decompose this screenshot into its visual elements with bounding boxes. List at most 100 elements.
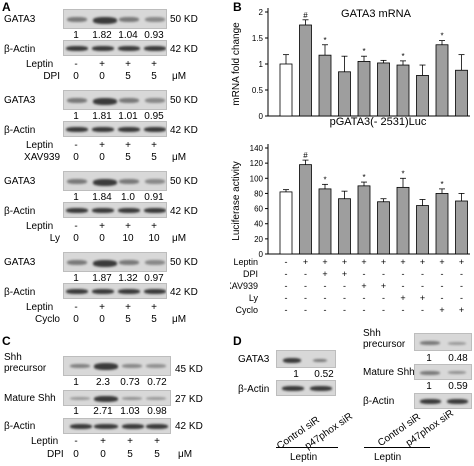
b-table-sign-1-3: + xyxy=(322,269,327,279)
b-table-sign-3-7: + xyxy=(400,293,405,303)
a3-dose-4: 5 xyxy=(151,314,157,325)
a2-dose-3: 10 xyxy=(122,233,134,244)
a3-gata3-label: GATA3 xyxy=(4,257,36,268)
b1-ytick-label-4: 80 xyxy=(254,189,263,198)
a0-value-1: 1 xyxy=(73,30,79,41)
b-table-sign-1-8: - xyxy=(421,269,424,279)
b0-title: GATA3 mRNA xyxy=(341,8,412,20)
b-table-sign-3-6: - xyxy=(382,293,385,303)
c-mature-value-4: 0.98 xyxy=(147,406,167,417)
b0-ytick-label-1: 0.5 xyxy=(252,86,264,95)
b0-ytick-label-3: 1.5 xyxy=(252,34,264,43)
b1-annotation-7: * xyxy=(401,169,404,178)
b1-bar-9 xyxy=(435,193,449,255)
a0-value-4: 0.93 xyxy=(144,30,164,41)
b-table-sign-3-10: - xyxy=(460,293,463,303)
b-table-sign-3-5: - xyxy=(363,293,366,303)
b-table-sign-0-9: + xyxy=(439,257,444,267)
a1-value-3: 1.01 xyxy=(118,111,138,122)
a0-dose-3: 5 xyxy=(125,71,131,82)
b-table-sign-1-2: - xyxy=(304,269,307,279)
a1-leptin-sign-3: + xyxy=(125,140,131,151)
panel-b-letter: B xyxy=(233,0,242,14)
a0-leptin-sign-2: + xyxy=(99,59,105,70)
a0-gata3-label: GATA3 xyxy=(4,14,36,25)
mature-shh-label: Mature Shh xyxy=(4,393,56,404)
b-table-sign-4-9: + xyxy=(439,305,444,315)
b-table-sign-0-8: + xyxy=(420,257,425,267)
d-bactin-blot-right xyxy=(414,393,472,409)
c-mature-value-1: 1 xyxy=(73,406,79,417)
d-bactin-blot xyxy=(276,380,336,396)
a0-dose-4: 5 xyxy=(151,71,157,82)
b-table-sign-4-7: - xyxy=(402,305,405,315)
b0-bar-7 xyxy=(396,64,410,117)
d-leptin-underline-left xyxy=(276,447,338,448)
d-mature-value-2: 0.59 xyxy=(448,381,468,392)
b1-ytick-label-1: 20 xyxy=(254,235,263,244)
d-precursor-value-1: 1 xyxy=(426,353,432,364)
a0-leptin-sign-3: + xyxy=(125,59,131,70)
b-table-sign-2-10: - xyxy=(460,281,463,291)
b-table-sign-0-2: + xyxy=(303,257,308,267)
b1-ytick-label-5: 100 xyxy=(250,174,264,183)
a2-bactin-label: β-Actin xyxy=(4,206,36,217)
d-gata3-label: GATA3 xyxy=(238,354,270,365)
a0-leptin-sign-1: - xyxy=(74,59,78,70)
b-table-sign-2-5: + xyxy=(361,281,366,291)
b1-bar-4 xyxy=(338,198,351,255)
b-table-sign-1-10: - xyxy=(460,269,463,279)
kd-27-label: 27 KD xyxy=(175,394,203,405)
b-table-sign-2-1: - xyxy=(285,281,288,291)
a3-bactin-blot xyxy=(63,283,167,299)
b-table-sign-4-5: - xyxy=(363,305,366,315)
b-table-sign-4-10: + xyxy=(459,305,464,315)
b-table-sign-2-2: - xyxy=(304,281,307,291)
b-table-sign-1-5: - xyxy=(363,269,366,279)
b-table-sign-1-4: + xyxy=(342,269,347,279)
b-table-sign-2-9: - xyxy=(441,281,444,291)
a2-value-4: 0.91 xyxy=(144,192,164,203)
a1-gata3-blot xyxy=(63,90,167,110)
d-gata3-blot xyxy=(276,350,336,368)
b0-bar-8 xyxy=(416,75,429,117)
a0-leptin-label: Leptin xyxy=(26,59,54,70)
a1-leptin-sign-1: - xyxy=(74,140,78,151)
b1-bar-1 xyxy=(279,191,293,255)
a3-dose-3: 5 xyxy=(125,314,131,325)
b-table-sign-3-3: - xyxy=(324,293,327,303)
a0-leptin-sign-4: + xyxy=(151,59,157,70)
d-shh-precursor-label-2: precursor xyxy=(363,339,406,350)
d-leptin-underline-right xyxy=(364,447,430,448)
a0-treatment-label: DPI xyxy=(43,71,60,82)
b-table-sign-3-9: - xyxy=(441,293,444,303)
a0-dose-2: 0 xyxy=(99,71,105,82)
b-table-sign-4-4: - xyxy=(343,305,346,315)
a3-leptin-label: Leptin xyxy=(26,302,54,313)
b0-ytick-label-2: 1 xyxy=(259,60,264,69)
b-table-sign-0-1: - xyxy=(285,257,288,267)
c-dpi-label: DPI xyxy=(47,449,64,460)
a0-kd50-label: 50 KD xyxy=(170,14,198,25)
c-um-label: μM xyxy=(178,449,193,460)
c-precursor-value-3: 0.73 xyxy=(120,377,140,388)
b1-annotation-5: * xyxy=(362,173,365,182)
b1-annotation-2: # xyxy=(303,151,308,160)
a1-gata3-label: GATA3 xyxy=(4,95,36,106)
b-table-sign-1-7: - xyxy=(402,269,405,279)
a2-leptin-label: Leptin xyxy=(26,221,54,232)
a1-leptin-sign-2: + xyxy=(99,140,105,151)
a2-leptin-sign-3: + xyxy=(125,221,131,232)
a1-treatment-label: XAV939 xyxy=(24,152,60,163)
d-mature-shh-blot xyxy=(414,364,472,380)
d-gata3-value-1: 1 xyxy=(293,369,299,380)
b-table-sign-4-6: - xyxy=(382,305,385,315)
c-mature-value-3: 1.03 xyxy=(120,406,140,417)
b-table-sign-0-7: + xyxy=(400,257,405,267)
b1-ytick-label-6: 120 xyxy=(250,159,264,168)
a1-value-2: 1.81 xyxy=(92,111,112,122)
b-table-sign-2-6: + xyxy=(381,281,386,291)
mature-shh-blot xyxy=(63,390,171,406)
d-shh-precursor-label-1: Shh xyxy=(363,328,381,339)
c-bactin-label: β-Actin xyxy=(4,421,36,432)
